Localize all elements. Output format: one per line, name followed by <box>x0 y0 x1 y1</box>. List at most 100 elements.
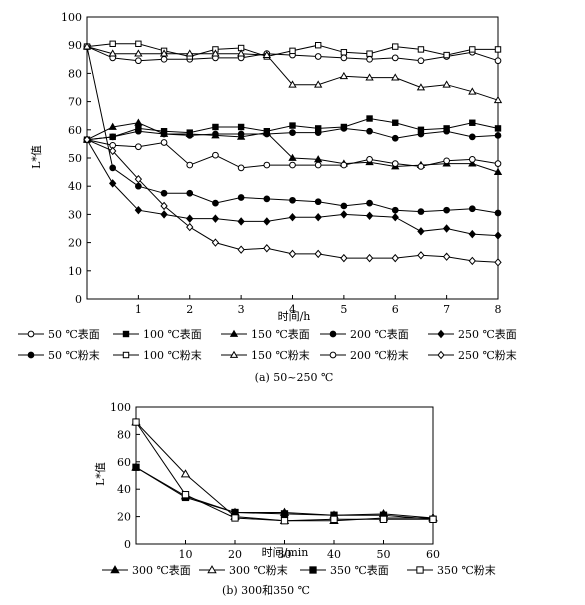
data-point <box>288 249 297 259</box>
data-point <box>417 227 425 236</box>
data-point <box>442 252 451 261</box>
data-point <box>159 49 169 57</box>
data-point <box>494 231 502 240</box>
data-point <box>391 206 399 214</box>
legend-marker <box>329 351 337 359</box>
x-tick-label: 60 <box>426 548 440 561</box>
x-tick-label: 30 <box>278 548 292 561</box>
chart-a-y-tick-labels: 0 10 20 30 40 50 60 70 80 90 100 <box>61 11 82 306</box>
data-point <box>339 71 349 80</box>
y-tick-label: 70 <box>68 96 82 109</box>
data-point <box>134 118 143 126</box>
chart-a-axes <box>86 16 499 300</box>
data-point <box>340 125 348 132</box>
data-point <box>135 143 142 151</box>
data-point <box>211 214 220 223</box>
data-point <box>135 40 142 47</box>
legend-label: 300 ℃粉末 <box>229 563 288 577</box>
legend-marker <box>122 330 130 338</box>
data-point <box>186 132 194 139</box>
y-tick-label: 100 <box>110 401 131 414</box>
data-point <box>160 130 168 138</box>
chart-b-y-tick-labels: 0 20 40 60 80 100 <box>110 401 131 551</box>
legend-marker <box>416 566 424 574</box>
data-point <box>417 130 425 138</box>
data-point <box>289 161 296 169</box>
legend-marker <box>229 329 239 337</box>
data-point <box>391 213 399 222</box>
legend-label: 200 ℃粉末 <box>350 348 409 362</box>
data-point <box>262 50 271 58</box>
data-point <box>391 134 399 142</box>
data-point <box>160 55 168 63</box>
x-tick-label: 4 <box>289 303 296 316</box>
x-tick-label: 50 <box>377 548 391 561</box>
data-point <box>365 73 374 81</box>
data-point <box>340 54 348 62</box>
y-tick-label: 50 <box>68 152 82 165</box>
data-point <box>469 46 476 53</box>
legend-label: 200 ℃表面 <box>350 327 409 341</box>
data-point <box>280 517 289 525</box>
data-point <box>180 469 191 478</box>
data-point <box>263 130 271 138</box>
data-point <box>160 201 168 211</box>
data-point <box>134 49 143 57</box>
data-point <box>211 238 220 247</box>
series-line-1 <box>86 117 499 141</box>
x-tick-label: 40 <box>327 548 341 561</box>
data-point <box>212 123 219 131</box>
data-point <box>314 213 322 222</box>
data-point <box>366 55 373 63</box>
data-point <box>134 174 143 184</box>
data-point <box>494 160 502 167</box>
data-point <box>417 46 425 53</box>
data-point <box>468 256 476 266</box>
data-point <box>340 49 348 56</box>
data-point <box>181 491 190 499</box>
legend-label: 250 ℃粉末 <box>458 348 517 362</box>
chart-a-x-axis-label: 时间/h <box>278 310 311 323</box>
chart-a-legend: 50 ℃表面 100 ℃表面 150 ℃表面 200 ℃表面 250 ℃表面 50 ℃粉末… <box>18 327 517 362</box>
data-point <box>366 199 373 207</box>
data-point <box>109 146 117 156</box>
data-point <box>160 139 168 146</box>
data-point <box>109 40 116 47</box>
legend-marker <box>27 330 35 338</box>
data-point <box>442 80 451 88</box>
chart-b-x-axis-label: 时间/min <box>262 546 309 559</box>
data-point <box>366 156 373 163</box>
data-point <box>314 42 322 49</box>
x-tick-label: 2 <box>186 303 193 316</box>
data-point <box>391 54 399 62</box>
data-point <box>289 122 296 129</box>
data-point <box>135 57 142 65</box>
data-point <box>494 57 502 65</box>
legend-marker <box>27 351 35 359</box>
legend-marker <box>309 566 317 574</box>
data-point <box>237 194 245 201</box>
data-point <box>211 49 220 57</box>
data-point <box>468 156 476 163</box>
y-tick-label: 100 <box>61 11 82 24</box>
legend-label: 100 ℃粉末 <box>143 348 202 362</box>
y-tick-label: 90 <box>68 39 82 52</box>
data-point <box>314 80 323 88</box>
data-point <box>160 189 168 197</box>
chart-b: 10 20 30 40 50 60 0 20 40 60 80 100 时间/min L*值 300… <box>94 401 496 597</box>
data-point <box>442 224 451 233</box>
data-point <box>237 130 245 138</box>
x-tick-label: 8 <box>495 303 502 316</box>
data-point <box>212 199 219 207</box>
data-point <box>135 127 142 135</box>
data-point <box>237 245 245 254</box>
y-tick-label: 40 <box>68 180 82 193</box>
data-point <box>288 213 297 222</box>
y-tick-label: 20 <box>117 511 131 524</box>
data-point <box>391 73 400 81</box>
data-point <box>160 210 168 219</box>
x-tick-label: 6 <box>392 303 399 316</box>
data-point <box>288 153 297 161</box>
y-tick-label: 60 <box>117 456 131 469</box>
